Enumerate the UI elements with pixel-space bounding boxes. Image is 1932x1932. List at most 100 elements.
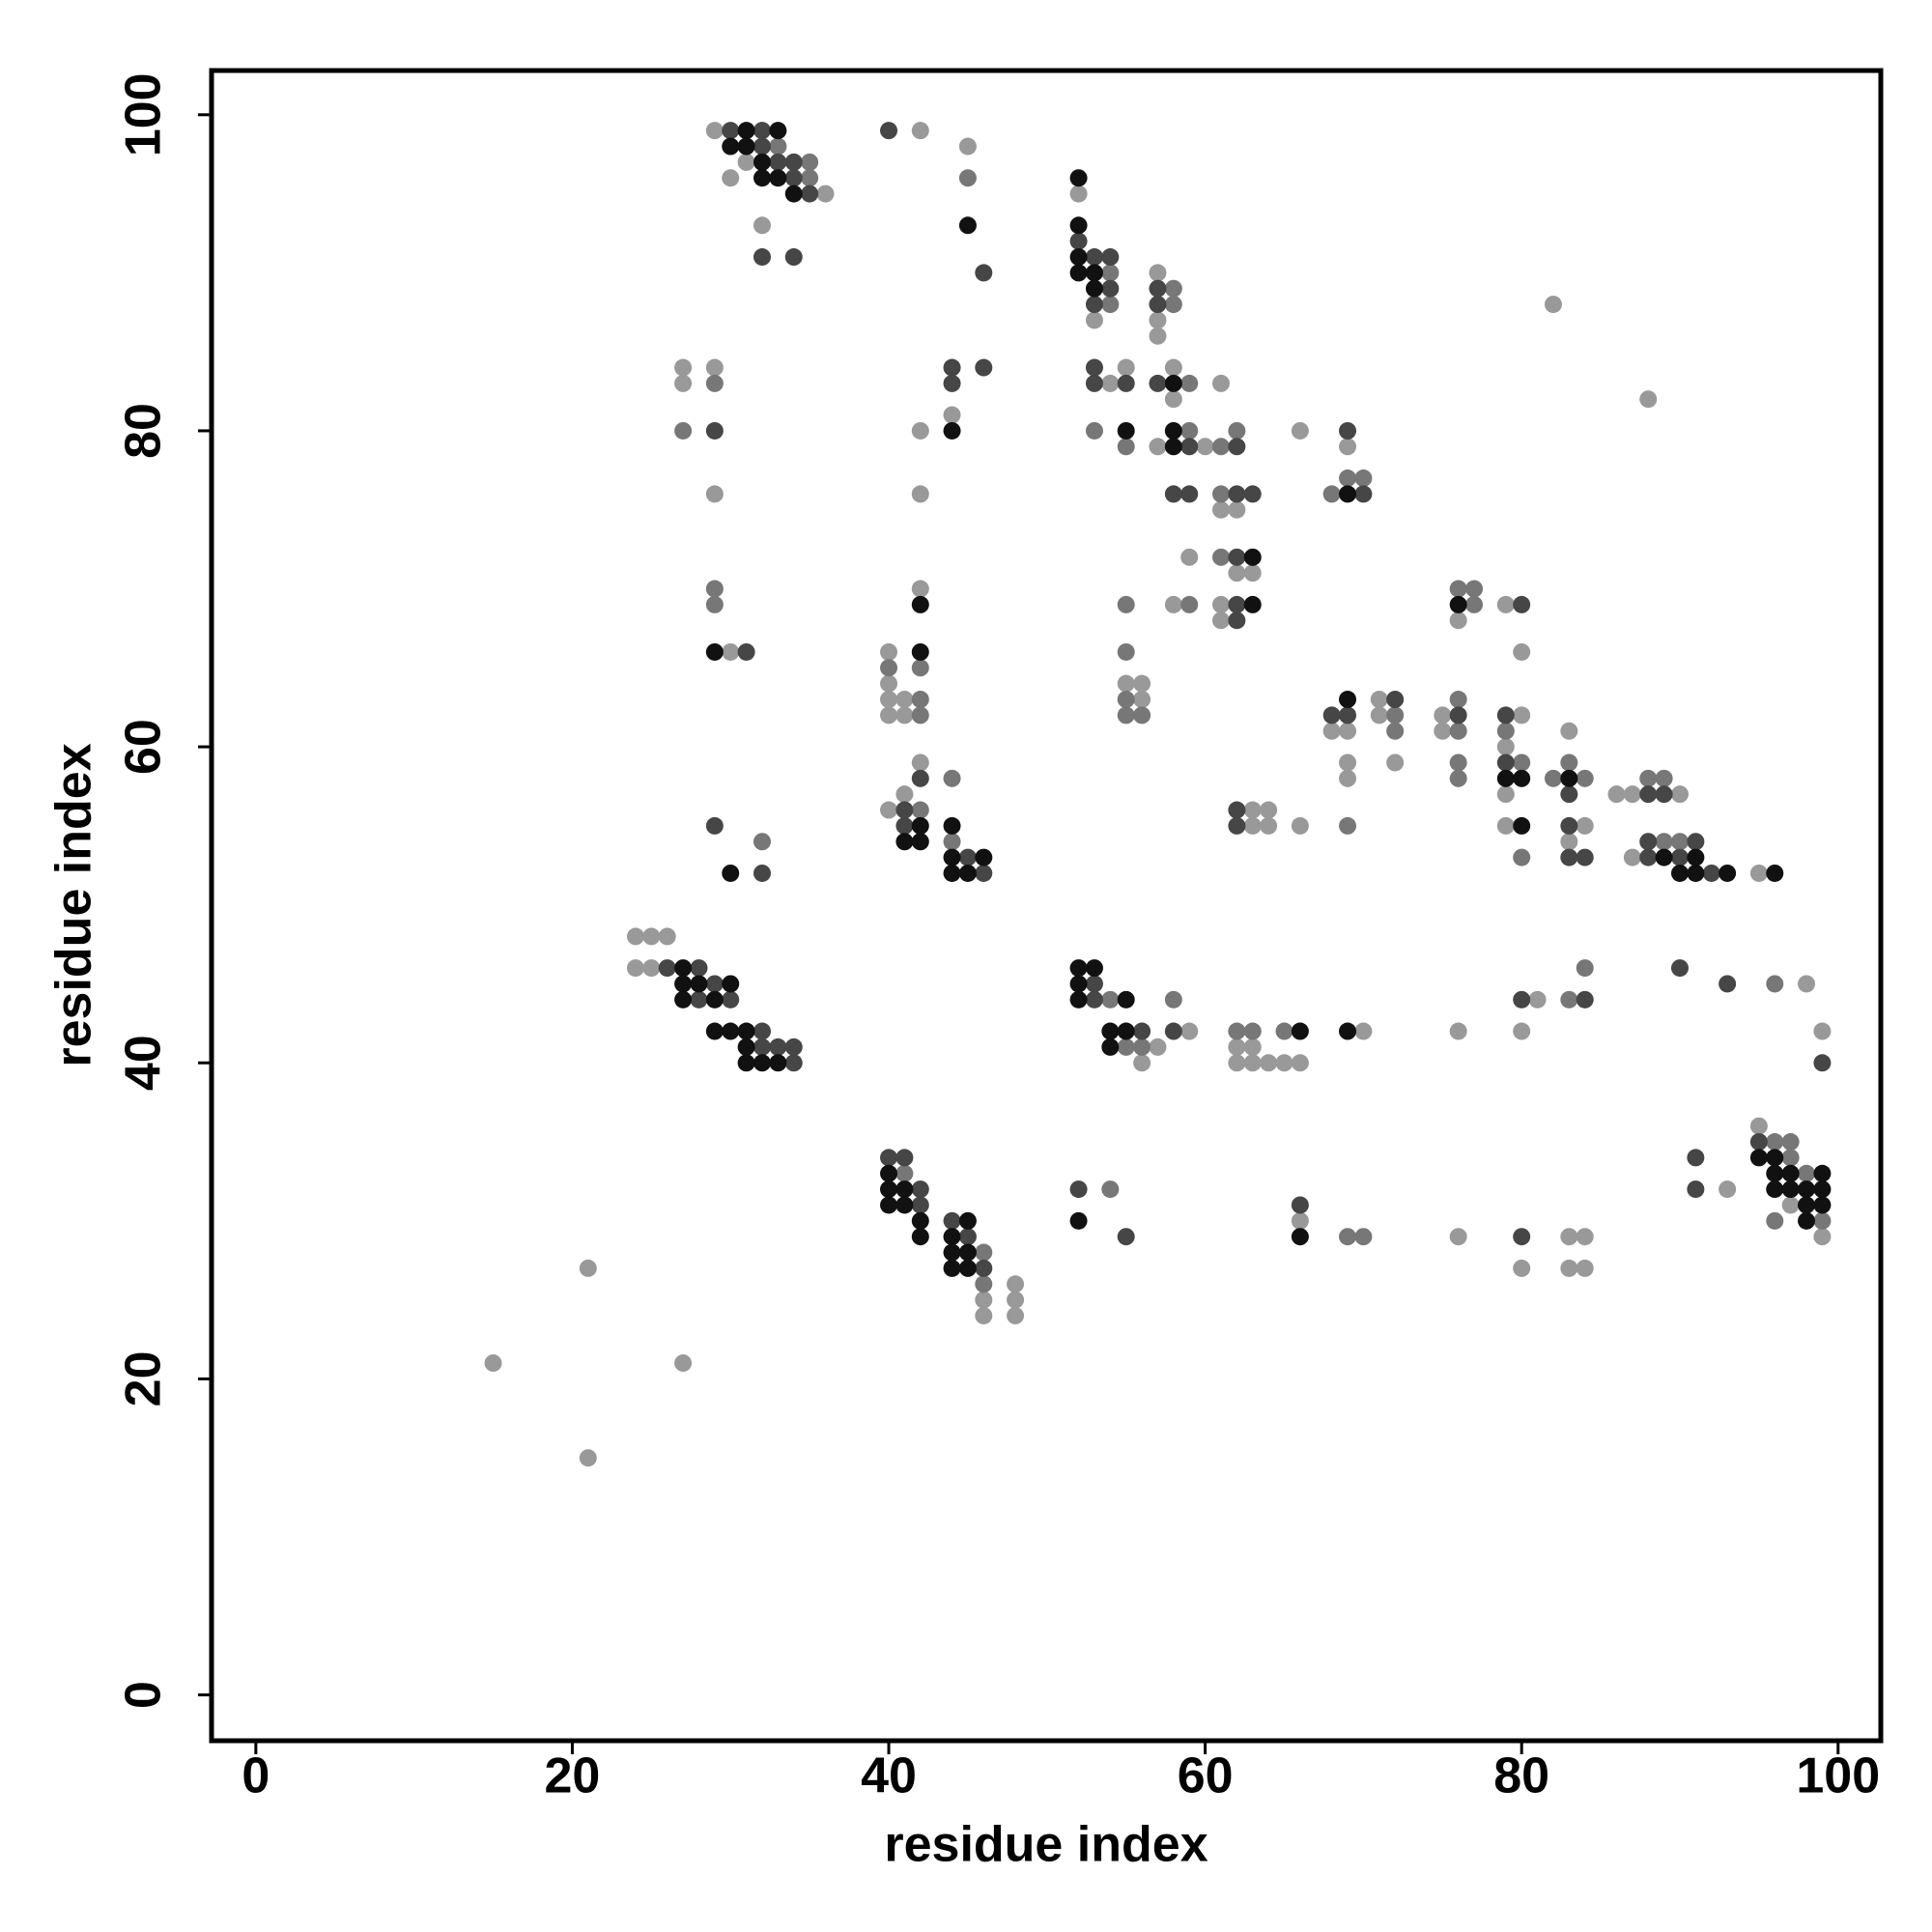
contact-point xyxy=(1149,311,1167,329)
contact-point xyxy=(1813,1022,1832,1040)
contact-point xyxy=(1069,185,1088,203)
contact-point xyxy=(722,990,740,1009)
contact-point xyxy=(1007,1291,1025,1309)
contact-point xyxy=(1544,769,1562,787)
contact-point xyxy=(1449,691,1467,709)
contact-point xyxy=(626,959,644,978)
contact-point xyxy=(1339,438,1357,456)
contact-point xyxy=(1798,1211,1816,1230)
contact-point xyxy=(737,122,755,140)
contact-point xyxy=(674,1354,693,1373)
contact-point xyxy=(1133,1054,1151,1072)
contact-point xyxy=(1291,1196,1309,1214)
contact-point xyxy=(1291,421,1309,440)
contact-point xyxy=(1496,785,1515,804)
contact-point xyxy=(958,1259,977,1277)
contact-point xyxy=(1291,1054,1309,1072)
contact-point xyxy=(1781,1196,1800,1214)
contact-point xyxy=(1639,785,1658,804)
contact-point xyxy=(958,1243,977,1262)
contact-point xyxy=(1560,769,1578,787)
contact-point xyxy=(1623,848,1641,867)
contact-point xyxy=(1228,421,1246,440)
contact-point xyxy=(1133,1037,1151,1056)
contact-point xyxy=(880,1180,898,1199)
contact-point xyxy=(1639,390,1658,409)
contact-point xyxy=(1228,438,1246,456)
y-tick-label: 40 xyxy=(116,1035,172,1091)
contact-point xyxy=(1069,264,1088,282)
contact-point xyxy=(1449,753,1467,772)
contact-point xyxy=(737,642,755,661)
contact-point xyxy=(975,864,993,882)
contact-point xyxy=(784,169,803,187)
contact-point xyxy=(1228,595,1246,613)
contact-point xyxy=(958,137,977,156)
contact-point xyxy=(1766,1180,1784,1199)
contact-point xyxy=(1687,864,1705,882)
contact-point xyxy=(1069,232,1088,250)
contact-point xyxy=(753,137,771,156)
contact-point xyxy=(1639,769,1658,787)
contact-point xyxy=(1085,990,1103,1009)
contact-point xyxy=(1354,485,1373,503)
contact-point xyxy=(895,706,914,724)
contact-point xyxy=(1513,769,1531,787)
contact-point xyxy=(1370,706,1388,724)
contact-point xyxy=(674,990,693,1009)
contact-point xyxy=(1260,1054,1278,1072)
contact-point xyxy=(1354,1022,1373,1040)
contact-point xyxy=(1655,785,1673,804)
contact-point xyxy=(911,642,929,661)
contact-point xyxy=(1149,327,1167,345)
contact-point xyxy=(1339,469,1357,488)
contact-point xyxy=(1117,674,1135,693)
contact-point xyxy=(705,485,724,503)
contact-point xyxy=(911,485,929,503)
contact-point xyxy=(895,785,914,804)
contact-point xyxy=(1069,248,1088,267)
contact-point xyxy=(1719,975,1737,993)
contact-point xyxy=(1639,833,1658,851)
contact-point xyxy=(1149,1037,1167,1056)
contact-point xyxy=(1766,1211,1784,1230)
contact-point xyxy=(1291,816,1309,835)
contact-point xyxy=(1560,785,1578,804)
x-tick-label: 100 xyxy=(1796,1748,1880,1804)
contact-point xyxy=(753,833,771,851)
contact-point xyxy=(1560,1228,1578,1246)
contact-point xyxy=(1386,706,1405,724)
contact-point xyxy=(1101,248,1120,267)
contact-point xyxy=(1386,691,1405,709)
x-tick-label: 0 xyxy=(242,1748,270,1804)
contact-point xyxy=(911,769,929,787)
contact-point xyxy=(674,421,693,440)
contact-point xyxy=(1069,959,1088,978)
contact-point xyxy=(1069,990,1088,1009)
contact-point xyxy=(705,421,724,440)
contact-point xyxy=(911,595,929,613)
contact-point xyxy=(911,691,929,709)
contact-point xyxy=(1766,1164,1784,1182)
contact-point xyxy=(895,1164,914,1182)
contact-point xyxy=(1228,564,1246,582)
contact-point xyxy=(1228,485,1246,503)
contact-point xyxy=(958,864,977,882)
contact-point xyxy=(1133,1022,1151,1040)
contact-point xyxy=(1670,785,1689,804)
contact-point xyxy=(1228,1054,1246,1072)
contact-point xyxy=(1623,785,1641,804)
contact-point xyxy=(1449,722,1467,740)
contact-point xyxy=(880,1149,898,1167)
contact-point xyxy=(1560,833,1578,851)
contact-point xyxy=(1322,722,1341,740)
contact-point xyxy=(880,122,898,140)
contact-point xyxy=(1434,706,1452,724)
contact-point xyxy=(1370,691,1388,709)
contact-point xyxy=(1655,848,1673,867)
contact-point xyxy=(1180,421,1199,440)
contact-point xyxy=(1813,1196,1832,1214)
contact-point xyxy=(722,137,740,156)
contact-point xyxy=(911,816,929,835)
contact-point xyxy=(975,1306,993,1324)
